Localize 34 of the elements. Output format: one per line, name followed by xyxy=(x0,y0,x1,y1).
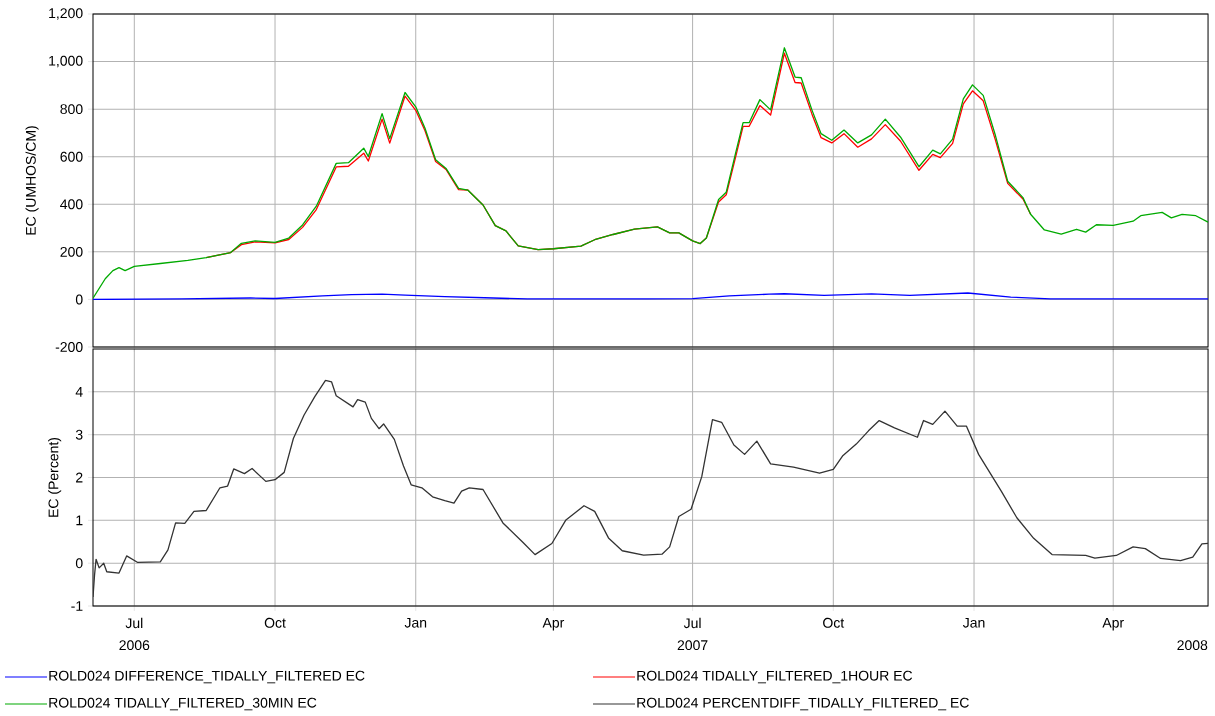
line-series xyxy=(93,379,1209,598)
x-tick-label: Oct xyxy=(823,617,845,628)
y-tick-label: -1 xyxy=(71,601,83,611)
y-tick-label: 200 xyxy=(60,246,83,257)
x-tick-label: Jul xyxy=(125,617,143,629)
text: 2008 xyxy=(1177,640,1208,651)
y-tick-label: -200 xyxy=(55,342,83,352)
line-series xyxy=(93,292,1209,301)
legend-label: ROLD024 DIFFERENCE_TIDALLY_FILTERED EC xyxy=(49,670,365,684)
y-tick-label: 400 xyxy=(60,199,83,210)
y-axis-title: EC (UMHOS/CM) xyxy=(25,126,39,235)
legend-label: ROLD024 TIDALLY_FILTERED_1HOUR EC xyxy=(637,670,913,684)
y-tick-label: 3 xyxy=(75,429,83,440)
x-tick-label: Oct xyxy=(264,617,286,628)
legend-label: ROLD024 TIDALLY_FILTERED_30MIN EC xyxy=(49,697,317,711)
text: 2007 xyxy=(677,640,708,651)
y-tick-label: 800 xyxy=(60,104,83,115)
x-tick-label: Apr xyxy=(1102,617,1124,631)
y-axis-title: EC (Percent) xyxy=(48,437,62,517)
y-tick-label: 1 xyxy=(76,515,83,526)
x-tick-label: Jan xyxy=(962,617,985,628)
y-tick-label: 0 xyxy=(75,294,83,305)
y-tick-label: 2 xyxy=(76,472,83,483)
x-tick-label: Jul xyxy=(683,617,701,629)
line-series xyxy=(93,47,1209,299)
x-tick-label: Apr xyxy=(542,617,565,631)
legend-label: ROLD024 PERCENTDIFF_TIDALLY_FILTERED_ EC xyxy=(637,697,969,711)
y-tick-label: 0 xyxy=(75,558,83,569)
x-tick-label: Jan xyxy=(404,617,427,628)
y-tick-label: 1,200 xyxy=(49,8,83,20)
y-tick-label: 4 xyxy=(75,387,83,397)
text: 2006 xyxy=(119,640,150,651)
y-tick-label: 1,000 xyxy=(49,55,83,68)
y-tick-label: 600 xyxy=(60,151,83,162)
